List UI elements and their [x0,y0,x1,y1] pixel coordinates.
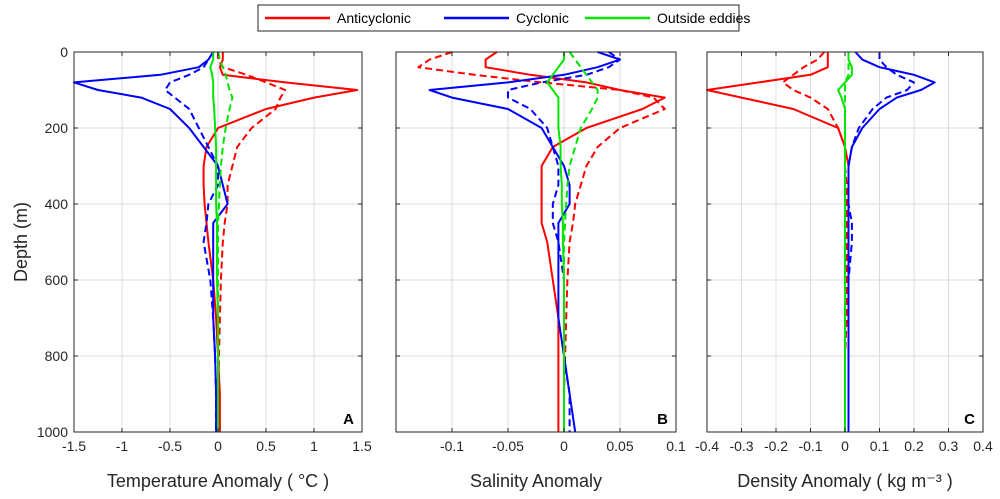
x-tick-label: 1.5 [352,438,372,454]
legend-label-cyclonic: Cyclonic [516,10,569,26]
y-tick-label: 200 [45,120,69,136]
x-tick-label: -0.1 [798,438,822,454]
x-axis-label-c: Density Anomaly ( kg m⁻³ ) [737,471,953,491]
x-tick-label: -1 [116,438,129,454]
legend: Anticyclonic Cyclonic Outside eddies [257,4,750,32]
panel-letter-a: A [343,411,354,428]
series-line-outside-eddies-dashed-c [844,52,850,432]
series-line-anticyclonic-solid-a [202,52,359,432]
x-tick-label: 1 [310,438,318,454]
panel-letter-c: C [964,411,975,428]
panel-a-temperature: -1.5 -1 -0.5 0 0.5 1 1.5 0 200 400 600 800 1000 A Temp… [37,44,372,491]
series-line-outside-eddies-dashed-b [563,51,599,432]
x-tick-label: -0.4 [695,438,719,454]
x-tick-label: 0.1 [666,438,686,454]
x-tick-label: -0.05 [492,438,524,454]
x-tick-label: 0.4 [973,438,993,454]
y-tick-label: 400 [45,196,69,212]
y-tick-label: 1000 [37,424,68,440]
panel-c-density: -0.4 -0.3 -0.2 -0.1 0 0.1 0.2 0.3 0.4 C Density An… [695,51,993,491]
legend-label-outside-eddies: Outside eddies [657,10,750,26]
series-line-anticyclonic-dashed-a [217,52,287,432]
series-line-cyclonic-dashed-a [164,51,219,432]
x-tick-label: 0.1 [870,438,890,454]
x-tick-label: -0.3 [729,438,753,454]
panel-b-salinity: -0.1 -0.05 0 0.05 0.1 B Salinity Anomaly [395,51,686,491]
series-line-outside-eddies-solid-a [209,52,219,432]
series-line-cyclonic-dashed-c [847,52,915,432]
x-tick-label: 0.2 [904,438,924,454]
series-line-anticyclonic-dashed-b [417,51,666,432]
series-line-outside-eddies-dashed-a [217,51,234,432]
x-tick-label: -1.5 [62,438,86,454]
x-tick-label: 0.3 [939,438,959,454]
series-line-cyclonic-solid-a [73,51,229,432]
x-tick-label: -0.2 [764,438,788,454]
y-tick-label: 600 [45,272,69,288]
x-axis-label-a: Temperature Anomaly ( °C ) [107,471,329,491]
x-tick-label: 0 [841,438,849,454]
plot-frame-b [395,51,677,433]
plot-area-b [396,52,676,432]
y-tick-label: 0 [60,44,68,60]
x-tick-label: 0 [214,438,222,454]
series-line-cyclonic-solid-b [428,51,621,433]
x-tick-label: 0 [560,438,568,454]
y-axis-label: Depth (m) [11,202,31,282]
panel-letter-b: B [657,411,668,428]
x-tick-label: -0.5 [158,438,182,454]
x-tick-label: -0.1 [440,438,464,454]
legend-label-anticyclonic: Anticyclonic [337,10,411,26]
y-tick-label: 800 [45,348,69,364]
x-tick-label: 0.5 [256,438,276,454]
x-tick-label: 0.05 [606,438,633,454]
x-axis-label-b: Salinity Anomaly [470,471,602,491]
